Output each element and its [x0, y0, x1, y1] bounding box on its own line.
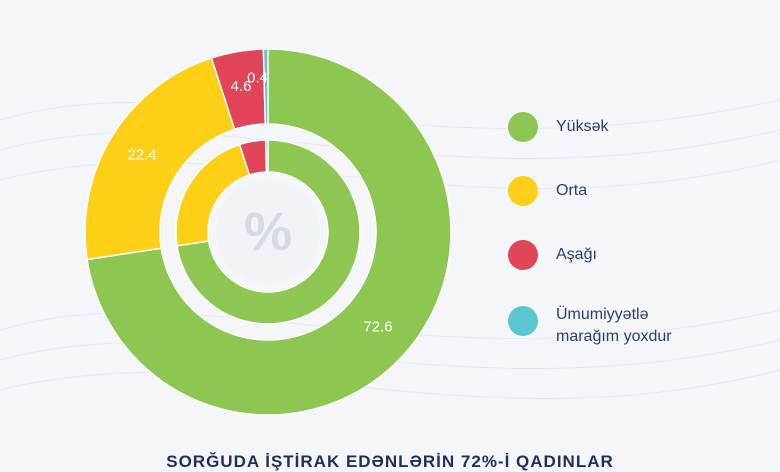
outer-slice-1	[84, 57, 236, 261]
caption: SORĞUDA İŞTİRAK EDƏNLƏRİN 72%-İ QADINLAR	[166, 452, 614, 471]
legend-label: Ümumiyyətlə marağım yoxdur	[556, 306, 672, 345]
slice-labels: 72.6 22.4 4.60.4	[127, 69, 392, 335]
inner-slice-0	[176, 139, 361, 325]
legend-label: Orta	[556, 182, 588, 199]
outer-slice-0	[86, 48, 452, 416]
inner-ring	[175, 139, 361, 325]
legend-swatch-red	[508, 240, 538, 270]
outer-slice-3	[262, 48, 269, 125]
slice-value-label: 72.6	[363, 319, 392, 336]
legend-item-yuksek: Yüksək	[508, 112, 716, 142]
legend-swatch-cyan	[508, 306, 538, 336]
slice-value-label: 4.6	[231, 78, 252, 95]
legend-item-asagi: Aşağı	[508, 240, 716, 270]
center-circle	[216, 180, 320, 284]
slice-value-label: 0.4	[247, 69, 268, 86]
legend-swatch-green	[508, 112, 538, 142]
legend-label: Aşağı	[556, 246, 597, 263]
outer-ring	[84, 48, 452, 416]
legend-swatch-yellow	[508, 176, 538, 206]
percent-symbol: %	[244, 202, 292, 262]
legend-item-no-interest: Ümumiyyətlə marağım yoxdur	[508, 306, 716, 348]
legend-item-orta: Orta	[508, 176, 716, 206]
inner-slice-3	[264, 139, 269, 173]
slice-value-label: 22.4	[127, 146, 156, 163]
legend-label: Yüksək	[556, 118, 609, 135]
